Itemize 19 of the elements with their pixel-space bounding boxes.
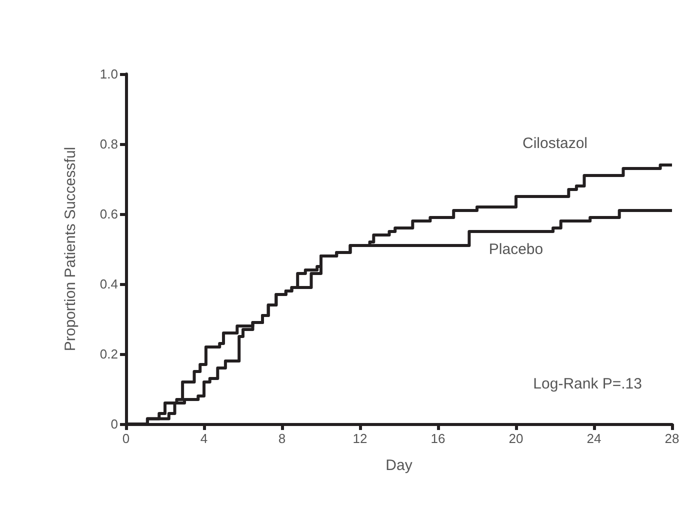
x-tick-label: 20 xyxy=(508,431,524,446)
y-axis-title: Proportion Patients Successful xyxy=(62,146,79,352)
y-tick-label: 0.6 xyxy=(100,206,118,222)
series-label: Cilostazol xyxy=(522,135,588,152)
y-tick-label: 1.0 xyxy=(100,66,118,82)
x-tick-label: 8 xyxy=(278,431,286,446)
y-tick-label: 0.8 xyxy=(100,136,118,152)
x-tick-label: 4 xyxy=(200,431,208,446)
x-tick-label: 24 xyxy=(586,431,602,446)
y-tick-label: 0 xyxy=(110,416,118,432)
x-axis-title: Day xyxy=(386,457,413,474)
annotation: Log-Rank P=.13 xyxy=(533,376,642,392)
series-label: Placebo xyxy=(488,241,544,258)
y-tick-label: 0.4 xyxy=(100,276,118,292)
y-tick-label: 0.2 xyxy=(100,346,118,362)
x-tick-label: 12 xyxy=(352,431,368,446)
x-tick-label: 0 xyxy=(122,431,130,446)
x-tick-label: 28 xyxy=(664,431,680,446)
x-tick-label: 16 xyxy=(430,431,446,446)
